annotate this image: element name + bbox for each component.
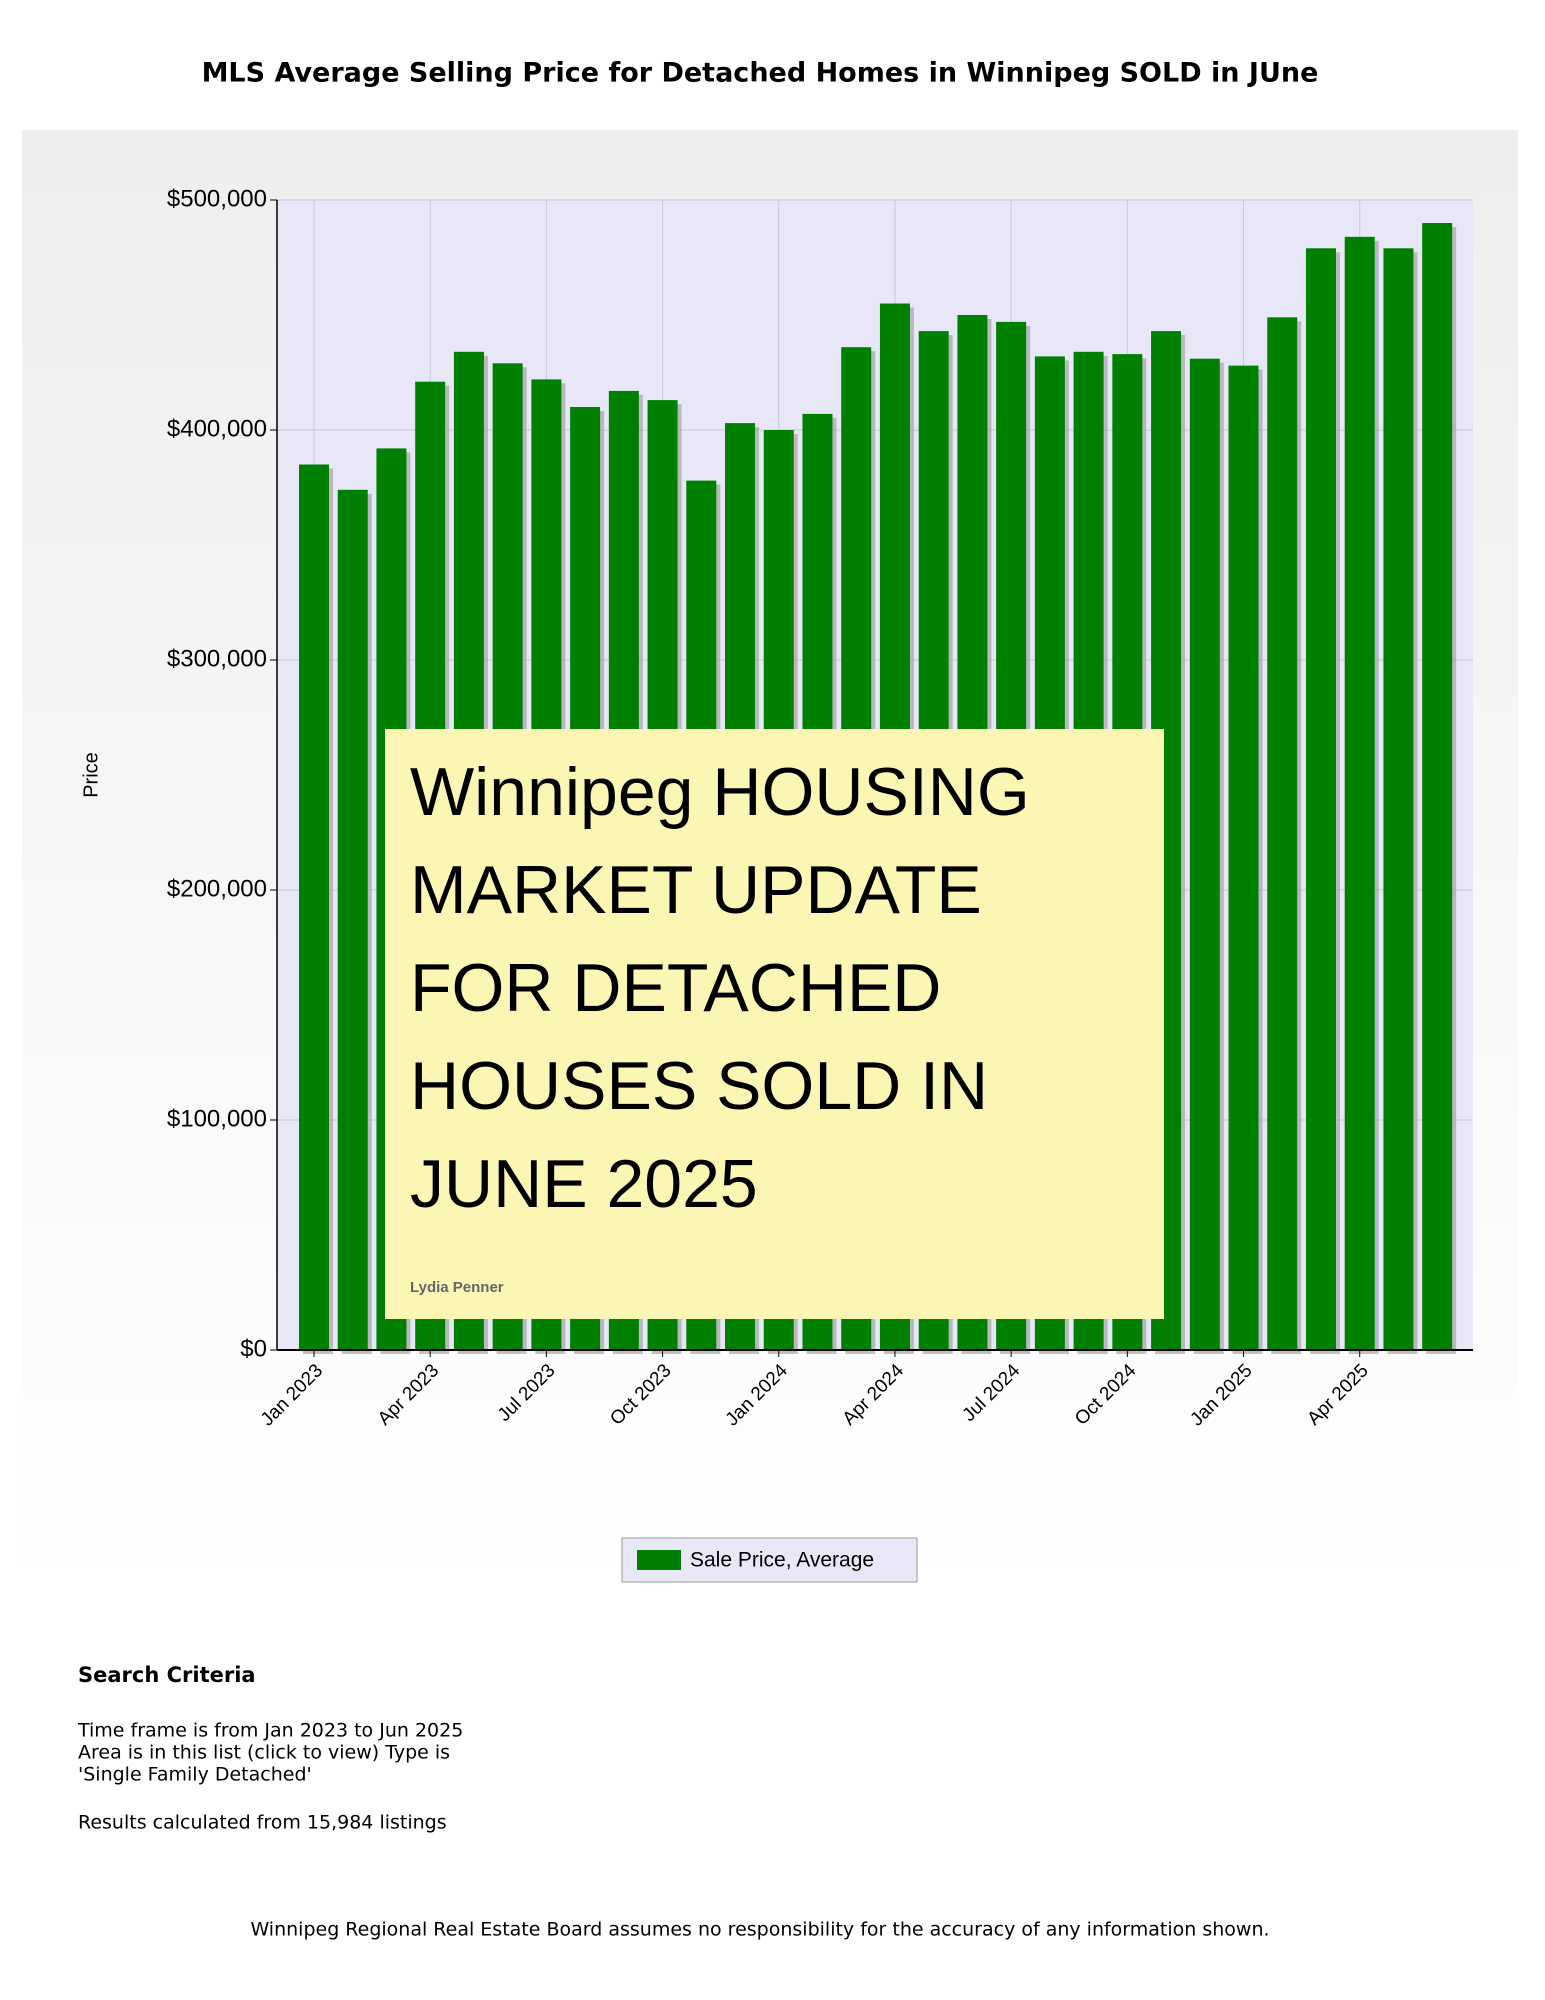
bar [299, 464, 329, 1350]
chart-title: MLS Average Selling Price for Detached H… [202, 58, 1319, 89]
bar [1422, 223, 1453, 1350]
y-tick-label: $300,000 [167, 645, 267, 672]
bar [337, 489, 368, 1350]
bar [1344, 236, 1375, 1350]
y-tick-label: $100,000 [167, 1105, 267, 1132]
annotation-author: Lydia Penner [410, 1279, 504, 1296]
annotation-line: MARKET UPDATE [410, 852, 982, 928]
legend-swatch [637, 1550, 681, 1570]
y-tick-label: $500,000 [167, 185, 267, 212]
y-tick-label: $0 [240, 1335, 267, 1362]
annotation-line: JUNE 2025 [410, 1146, 758, 1222]
annotation-line: FOR DETACHED [410, 950, 941, 1026]
criteria-heading: Search Criteria [78, 1663, 256, 1687]
y-tick-label: $200,000 [167, 875, 267, 902]
legend: Sale Price, Average [621, 1537, 918, 1583]
criteria-line[interactable]: Area is in this list (click to view) Typ… [78, 1742, 450, 1764]
bar [1189, 358, 1220, 1350]
criteria-line: Time frame is from Jan 2023 to Jun 2025 [77, 1720, 463, 1742]
annotation-line: HOUSES SOLD IN [410, 1048, 988, 1124]
criteria-results: Results calculated from 15,984 listings [78, 1812, 447, 1834]
bar [1267, 317, 1298, 1350]
annotation-line: Winnipeg HOUSING [410, 754, 1030, 830]
legend-label: Sale Price, Average [690, 1549, 874, 1572]
footer: Winnipeg Regional Real Estate Board assu… [250, 1919, 1269, 1941]
annotation-box [385, 729, 1164, 1319]
criteria-line: 'Single Family Detached' [78, 1764, 312, 1786]
bar [1305, 248, 1336, 1350]
y-axis-label: Price [80, 752, 102, 798]
bar [1383, 248, 1414, 1350]
y-tick-label: $400,000 [167, 415, 267, 442]
bar [1228, 365, 1259, 1351]
